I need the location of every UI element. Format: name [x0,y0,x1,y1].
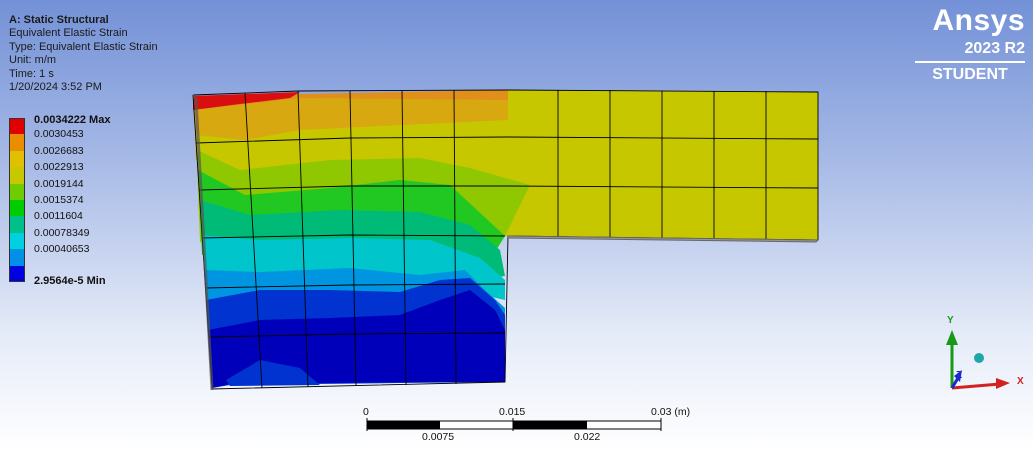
scale-label-003: 0.03 (m) [651,406,691,418]
contour-band-yellow-block [508,90,818,240]
triad-z-label: Z [956,370,963,381]
legend-value: 0.0015374 [34,193,84,206]
result-time: Time: 1 s [9,67,54,80]
legend-swatch [9,249,25,266]
legend-swatch [9,216,25,233]
legend-value: 0.00040653 [34,243,90,256]
triad-y-label: Y [947,315,954,326]
legend-swatch [9,134,25,151]
legend-value: 0.0026683 [34,144,84,157]
analysis-title: A: Static Structural [9,14,109,26]
coordinate-triad[interactable] [946,330,1010,390]
scale-label-0022: 0.022 [574,431,601,443]
legend-value: 0.0011604 [34,210,83,223]
scale-label-00075: 0.0075 [422,431,455,443]
result-date: 1/20/2024 3:52 PM [9,81,102,94]
legend-value: 0.00078349 [34,226,90,239]
contour-band-min-lower-light [226,360,320,386]
scale-bar [366,418,662,431]
triad-x-label: X [1017,376,1024,387]
contour-band-max [193,92,300,110]
legend-swatch [9,232,25,250]
legend-value: 0.0022913 [34,161,84,174]
result-type: Type: Equivalent Elastic Strain [9,40,158,53]
edition-label: STUDENT [932,66,1008,83]
result-unit: Unit: m/m [9,54,57,67]
scale-label-0015: 0.015 [499,406,526,418]
legend-value: 2.9564e-5 Min [34,274,106,287]
legend-value: 0.0019144 [34,177,84,190]
ansys-brand: Ansys 2023 R2 STUDENT [915,4,1025,86]
legend-swatch [9,265,25,282]
legend-swatch [9,150,25,168]
result-info-block: A: Static Structural Equivalent Elastic … [9,14,158,94]
mesh-contour-plot [191,89,820,391]
legend-value: 0.0034222 Max [34,114,111,126]
ansys-logo: Ansys [932,4,1025,37]
version-label: 2023 R2 [915,40,1025,63]
legend-swatch [9,183,25,200]
result-name: Equivalent Elastic Strain [9,27,128,40]
legend-swatch [9,167,25,184]
legend-swatch [9,199,25,217]
legend-swatch [9,118,25,135]
contour-band-min [208,290,505,388]
scale-label-0: 0 [363,406,369,418]
legend-value: 0.0030453 [34,128,84,141]
